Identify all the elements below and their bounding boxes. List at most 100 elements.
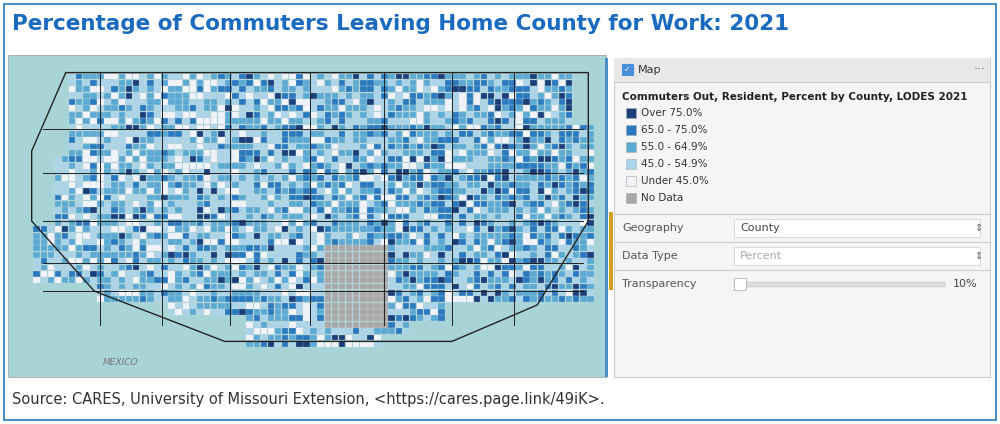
Bar	[459, 106, 466, 111]
Bar	[481, 80, 487, 86]
Bar	[69, 182, 75, 187]
Bar	[431, 176, 438, 181]
Bar	[83, 239, 90, 245]
Bar	[175, 207, 182, 213]
Bar	[566, 265, 572, 271]
Bar	[388, 163, 395, 168]
Bar	[530, 271, 537, 277]
Bar	[133, 201, 139, 207]
Bar	[587, 233, 594, 239]
Bar	[161, 163, 168, 168]
Bar	[218, 86, 224, 92]
Text: No Data: No Data	[641, 193, 683, 203]
Bar	[317, 226, 324, 232]
Bar	[182, 118, 189, 124]
Bar	[488, 252, 494, 258]
Bar	[317, 106, 324, 111]
Bar	[573, 271, 579, 277]
Bar	[97, 74, 104, 79]
Text: County: County	[740, 223, 780, 233]
Bar	[614, 58, 990, 377]
Bar	[332, 125, 338, 130]
Bar	[310, 99, 317, 105]
Bar	[275, 341, 281, 347]
Bar	[310, 86, 317, 92]
Bar	[197, 252, 203, 258]
Bar	[289, 182, 296, 187]
Bar	[374, 201, 381, 207]
Bar	[403, 125, 409, 130]
Bar	[559, 86, 565, 92]
Bar	[317, 207, 324, 213]
Bar	[62, 182, 68, 187]
Bar	[339, 150, 345, 156]
Bar	[268, 252, 274, 258]
Bar	[481, 137, 487, 143]
Bar	[495, 284, 501, 290]
Bar	[367, 284, 374, 290]
Bar	[516, 220, 523, 226]
Bar	[246, 176, 253, 181]
Bar	[197, 245, 203, 251]
Bar	[339, 207, 345, 213]
Bar	[225, 284, 232, 290]
Bar	[261, 80, 267, 86]
Bar	[211, 233, 217, 239]
Bar	[111, 271, 118, 277]
Bar	[452, 131, 459, 137]
Bar	[509, 112, 516, 117]
Bar	[545, 188, 551, 194]
Bar	[474, 118, 480, 124]
Bar	[410, 220, 416, 226]
Bar	[310, 144, 317, 149]
Bar	[190, 303, 196, 309]
Bar	[353, 188, 359, 194]
Bar	[197, 239, 203, 245]
Bar	[346, 106, 352, 111]
Bar	[445, 252, 452, 258]
Bar	[225, 220, 232, 226]
Bar	[566, 290, 572, 296]
Bar	[232, 226, 239, 232]
Bar	[62, 176, 68, 181]
Bar	[424, 93, 430, 98]
Bar	[438, 303, 445, 309]
Bar	[246, 322, 253, 328]
Bar	[466, 290, 473, 296]
Bar	[126, 93, 132, 98]
Bar	[147, 226, 154, 232]
Bar	[445, 290, 452, 296]
Bar	[381, 182, 388, 187]
Bar	[445, 137, 452, 143]
Bar	[275, 271, 281, 277]
Bar	[190, 233, 196, 239]
Bar	[133, 74, 139, 79]
Bar	[346, 296, 352, 302]
Bar	[466, 284, 473, 290]
Bar	[282, 315, 288, 321]
Bar	[396, 322, 402, 328]
Bar	[459, 271, 466, 277]
Bar	[282, 220, 288, 226]
Bar	[545, 201, 551, 207]
Bar	[218, 284, 224, 290]
Bar	[239, 233, 246, 239]
Bar	[97, 106, 104, 111]
Bar	[310, 125, 317, 130]
Bar	[204, 265, 210, 271]
Bar	[474, 156, 480, 162]
Bar	[119, 290, 125, 296]
Bar	[154, 188, 161, 194]
Bar	[76, 137, 82, 143]
Bar	[459, 290, 466, 296]
Bar	[509, 86, 516, 92]
Bar	[133, 80, 139, 86]
Bar	[388, 86, 395, 92]
Bar	[254, 195, 260, 200]
Bar	[495, 252, 501, 258]
Bar	[232, 93, 239, 98]
Bar	[353, 315, 359, 321]
Bar	[254, 169, 260, 175]
Bar	[282, 309, 288, 315]
Bar	[332, 86, 338, 92]
